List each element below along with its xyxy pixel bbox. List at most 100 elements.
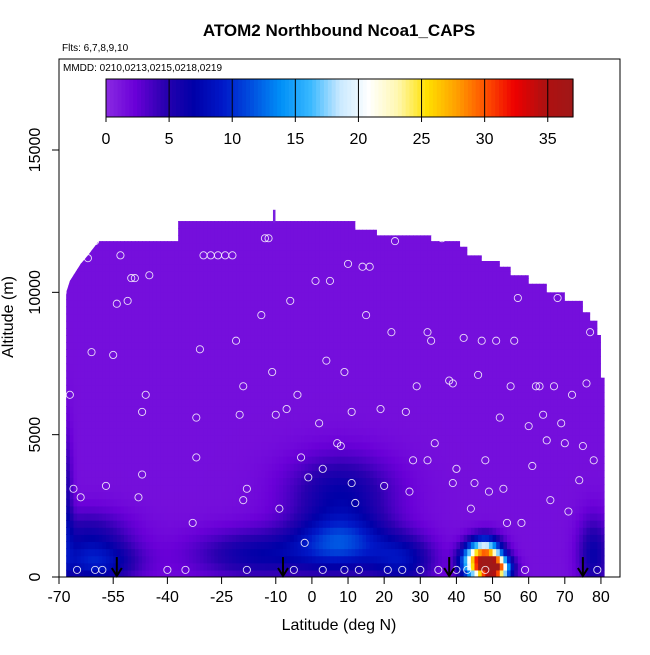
heatmap-cell — [409, 555, 414, 564]
heatmap-cell — [264, 235, 270, 244]
heatmap-cell — [225, 391, 230, 400]
heatmap-cell — [376, 391, 382, 400]
heatmap-cell — [152, 363, 158, 372]
heatmap-cell — [337, 349, 342, 357]
heatmap-cell — [87, 505, 93, 514]
heatmap-cell — [405, 228, 411, 236]
heatmap-cell — [142, 228, 147, 236]
heatmap-cell — [84, 228, 89, 236]
heatmap-cell — [272, 356, 277, 365]
heatmap-cell — [203, 456, 208, 464]
heatmap-cell — [384, 327, 389, 336]
heatmap-cell — [380, 541, 385, 550]
heatmap-cell — [311, 512, 317, 521]
heatmap-cell — [351, 299, 356, 308]
heatmap-cell — [395, 484, 400, 493]
heatmap-cell — [77, 249, 82, 258]
heatmap-cell — [391, 463, 396, 471]
heatmap-cell — [355, 377, 360, 386]
heatmap-cell — [351, 491, 356, 500]
heatmap-cell — [228, 470, 234, 478]
heatmap-cell — [210, 512, 215, 521]
heatmap-cell — [376, 384, 382, 393]
heatmap-cell — [340, 448, 346, 457]
heatmap-cell — [232, 327, 237, 336]
heatmap-cell — [80, 470, 85, 478]
heatmap-cell — [329, 349, 335, 357]
heatmap-cell — [405, 256, 411, 265]
heatmap-cell — [102, 249, 107, 258]
heatmap-cell — [405, 299, 411, 308]
heatmap-cell — [272, 463, 277, 471]
heatmap-cell — [232, 256, 237, 265]
heatmap-cell — [275, 349, 280, 357]
heatmap-cell — [203, 477, 208, 486]
heatmap-cell — [66, 520, 71, 528]
heatmap-cell — [391, 441, 396, 450]
heatmap-cell — [293, 491, 299, 500]
heatmap-cell — [232, 349, 237, 357]
heatmap-cell — [264, 377, 270, 386]
heatmap-cell — [116, 299, 122, 308]
heatmap-cell — [171, 278, 176, 286]
heatmap-cell — [217, 548, 223, 557]
heatmap-cell — [398, 391, 403, 400]
heatmap-cell — [402, 434, 407, 443]
heatmap-cell — [322, 527, 327, 535]
heatmap-cell — [77, 448, 82, 457]
heatmap-cell — [236, 221, 241, 222]
heatmap-cell — [138, 491, 143, 500]
heatmap-cell — [66, 527, 67, 535]
heatmap-cell — [283, 370, 288, 379]
heatmap-cell — [358, 299, 364, 308]
heatmap-cell — [178, 320, 183, 329]
heatmap-cell — [340, 520, 346, 528]
heatmap-cell — [376, 505, 382, 514]
heatmap-cell — [84, 427, 89, 436]
heatmap-cell — [272, 384, 277, 393]
heatmap-cell — [207, 463, 212, 471]
heatmap-cell — [113, 413, 118, 422]
heatmap-cell — [322, 327, 327, 336]
heatmap-cell — [105, 534, 111, 543]
heatmap-cell — [105, 569, 111, 577]
heatmap-cell — [337, 484, 342, 493]
heatmap-cell — [181, 356, 187, 365]
heatmap-cell — [369, 356, 374, 365]
heatmap-cell — [236, 242, 241, 251]
heatmap-cell — [149, 327, 154, 336]
heatmap-cell — [297, 292, 302, 301]
heatmap-cell — [120, 562, 125, 571]
heatmap-cell — [203, 263, 208, 272]
heatmap-cell — [66, 249, 71, 258]
heatmap-cell — [178, 562, 183, 571]
heatmap-cell — [272, 256, 277, 265]
heatmap-cell — [192, 420, 197, 429]
heatmap-cell — [358, 463, 364, 471]
heatmap-cell — [127, 477, 132, 486]
heatmap-cell — [358, 520, 364, 528]
heatmap-cell — [308, 505, 313, 514]
heatmap-cell — [207, 434, 212, 443]
heatmap-cell — [355, 270, 360, 279]
heatmap-cell — [163, 463, 168, 471]
heatmap-cell — [311, 342, 317, 350]
heatmap-cell — [66, 555, 71, 564]
heatmap-cell — [228, 306, 234, 315]
heatmap-cell — [225, 548, 230, 557]
heatmap-cell — [73, 306, 78, 315]
heatmap-cell — [142, 541, 147, 550]
heatmap-cell — [239, 377, 244, 386]
heatmap-cell — [257, 342, 262, 350]
heatmap-cell — [228, 356, 234, 365]
heatmap-cell — [174, 278, 179, 286]
heatmap-cell — [391, 270, 396, 279]
heatmap-cell — [120, 505, 125, 514]
heatmap-cell — [344, 484, 349, 493]
heatmap-cell — [351, 391, 356, 400]
heatmap-cell — [199, 270, 205, 279]
heatmap-cell — [199, 306, 205, 315]
heatmap-cell — [66, 292, 71, 301]
heatmap-cell — [301, 249, 306, 258]
heatmap-cell — [366, 441, 371, 450]
